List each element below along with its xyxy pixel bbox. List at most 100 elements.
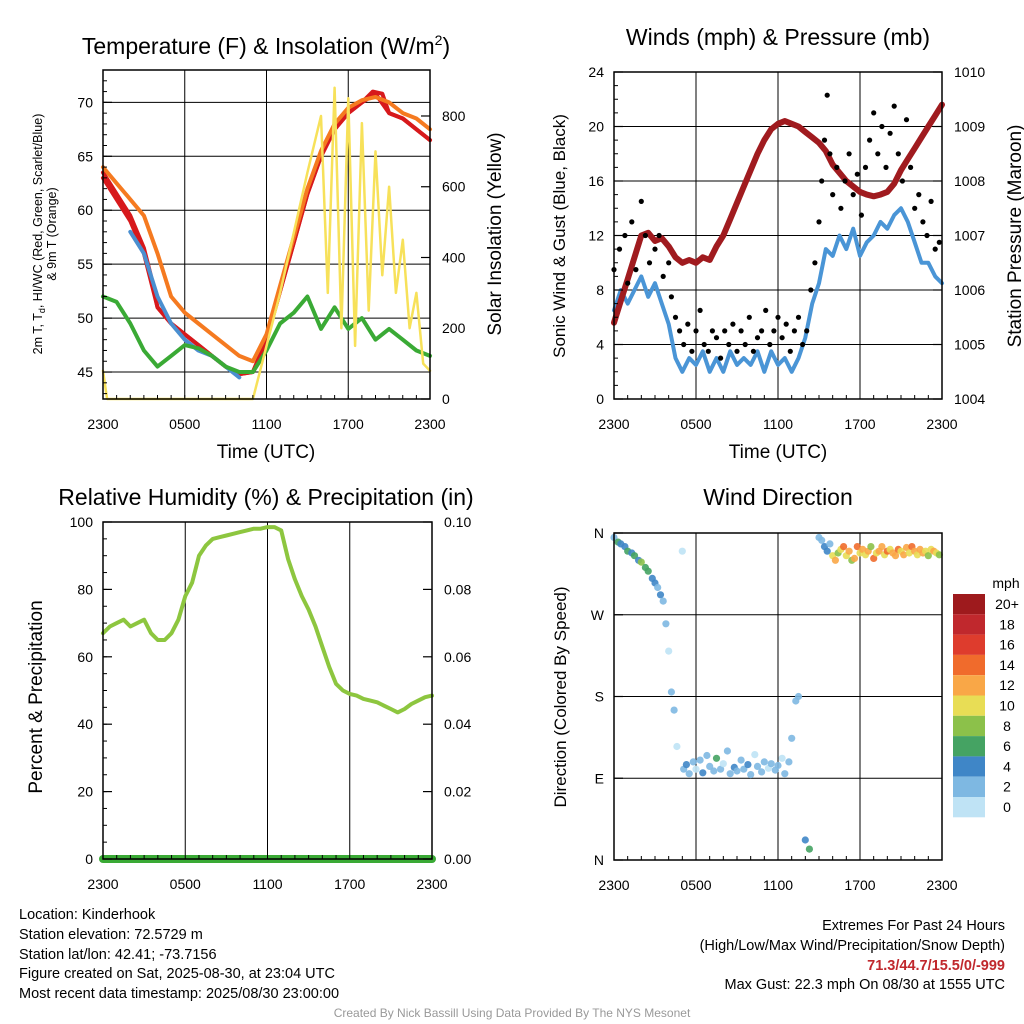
x-tick-label: 0500: [680, 416, 711, 432]
y-tick-label-right: 1010: [954, 64, 985, 80]
y-tick-label-left: N: [594, 852, 604, 868]
gust-point: [689, 348, 695, 354]
gust-point: [842, 178, 848, 184]
x-tick-label: 2300: [926, 416, 957, 432]
gust-point: [767, 341, 773, 348]
gust-point: [775, 314, 781, 320]
direction-point: [826, 540, 834, 548]
legend-label: 4: [1003, 758, 1011, 774]
y-tick-label-right: 0.00: [444, 851, 471, 867]
gust-point: [763, 307, 769, 313]
gust-point: [697, 307, 703, 313]
direction-point: [751, 751, 759, 759]
station-info: Location: Kinderhook Station elevation: …: [19, 906, 339, 1005]
direction-point: [673, 742, 681, 751]
x-tick-label: 1700: [334, 876, 365, 892]
temperature-series: [101, 86, 432, 401]
gust-point: [834, 164, 840, 170]
gust-point: [787, 348, 793, 354]
direction-point: [665, 647, 673, 655]
gust-point: [791, 328, 798, 334]
gust-point: [713, 335, 720, 341]
gust-point: [879, 123, 885, 130]
x-tick-label: 0500: [170, 876, 201, 892]
gust-point: [883, 164, 889, 170]
direction-point: [878, 543, 886, 551]
legend-swatch: [953, 756, 985, 777]
gust-point: [838, 205, 844, 211]
series-line-sonic-wind: [612, 206, 944, 374]
direction-point: [840, 543, 848, 551]
direction-ylabel-left: Direction (Colored By Speed): [551, 586, 570, 807]
direction-point: [758, 768, 766, 776]
gust-point: [903, 117, 910, 123]
y-tick-label-left: 16: [588, 173, 604, 189]
y-tick-label-left: 70: [77, 94, 93, 110]
gust-point: [742, 341, 748, 348]
legend-title: mph: [992, 575, 1019, 591]
direction-point: [781, 770, 789, 778]
gust-point: [936, 239, 942, 245]
gust-point: [858, 212, 865, 218]
direction-title: Wind Direction: [703, 484, 853, 510]
direction-point: [905, 549, 913, 557]
gust-point: [750, 348, 757, 354]
temperature-ylabel-right: Solar Insolation (Yellow): [485, 132, 506, 335]
y-tick-label-left: 0: [85, 851, 93, 867]
x-tick-label: 0500: [680, 877, 711, 893]
gust-point: [891, 103, 897, 109]
meteogram-figure: Temperature (F) & Insolation (W/m2) 2300…: [26, 24, 1024, 893]
legend-label: 20+: [995, 596, 1019, 612]
x-tick-label: 1100: [252, 876, 282, 892]
series-line-9m-t: [101, 95, 432, 364]
gust-point: [646, 260, 653, 266]
legend-swatch: [953, 654, 985, 676]
gust-point: [677, 328, 683, 334]
direction-point: [733, 767, 741, 775]
gust-point: [862, 164, 869, 170]
direction-point: [723, 747, 732, 755]
y-tick-label-left: 8: [596, 282, 604, 298]
legend-label: 18: [999, 616, 1015, 632]
y-tick-label-left: N: [594, 525, 604, 541]
legend-label: 16: [999, 637, 1015, 653]
y-tick-label-right: 0.06: [444, 649, 471, 665]
x-tick-label: 1700: [844, 877, 875, 893]
direction-point: [706, 762, 714, 771]
gust-point: [928, 198, 934, 204]
direction-points: [610, 533, 943, 853]
rh-panel: Relative Humidity (%) & Precipitation (i…: [26, 484, 474, 892]
direction-point: [845, 547, 853, 555]
y-tick-label-left: 50: [77, 310, 93, 326]
gust-point: [672, 314, 679, 320]
direction-point: [794, 692, 803, 701]
winds-panel: Winds (mph) & Pressure (mb) 2300 0500 1100…: [550, 24, 1024, 463]
direction-point: [667, 688, 676, 696]
direction-point: [850, 554, 859, 563]
winds-ticks: 2300 0500 1100 1700 2300 0 4 8 12 16 20 24 1004 1005 1…: [588, 64, 985, 432]
direction-point: [900, 551, 908, 559]
temperature-ticks: 2300 0500 1100 1700 2300 45 50 55 60 65 70 0 200 400 6…: [77, 69, 466, 432]
gust-point: [759, 328, 765, 334]
gust-point: [871, 110, 877, 116]
direction-point: [774, 761, 782, 770]
gust-point: [718, 355, 724, 361]
y-tick-label-left: 4: [596, 337, 604, 353]
direction-point: [712, 754, 721, 762]
figure-created: Figure created on Sat, 2025-08-30, at 23…: [19, 966, 335, 983]
winds-title: Winds (mph) & Pressure (mb): [626, 24, 930, 50]
direction-point: [935, 551, 943, 559]
direction-point: [637, 558, 645, 566]
y-tick-label-left: S: [595, 689, 604, 705]
direction-point: [644, 567, 652, 575]
credit-line: Created By Nick Bassill Using Data Provi…: [333, 1006, 691, 1020]
direction-point: [902, 543, 911, 552]
y-tick-label-right: 1004: [954, 391, 985, 407]
y-tick-label-right: 1009: [954, 119, 985, 135]
winds-xlabel: Time (UTC): [729, 442, 828, 463]
gust-point: [638, 198, 644, 204]
gust-point: [746, 314, 752, 320]
x-tick-label: 2300: [416, 876, 447, 892]
gust-point: [827, 151, 833, 157]
gust-point: [830, 192, 836, 198]
